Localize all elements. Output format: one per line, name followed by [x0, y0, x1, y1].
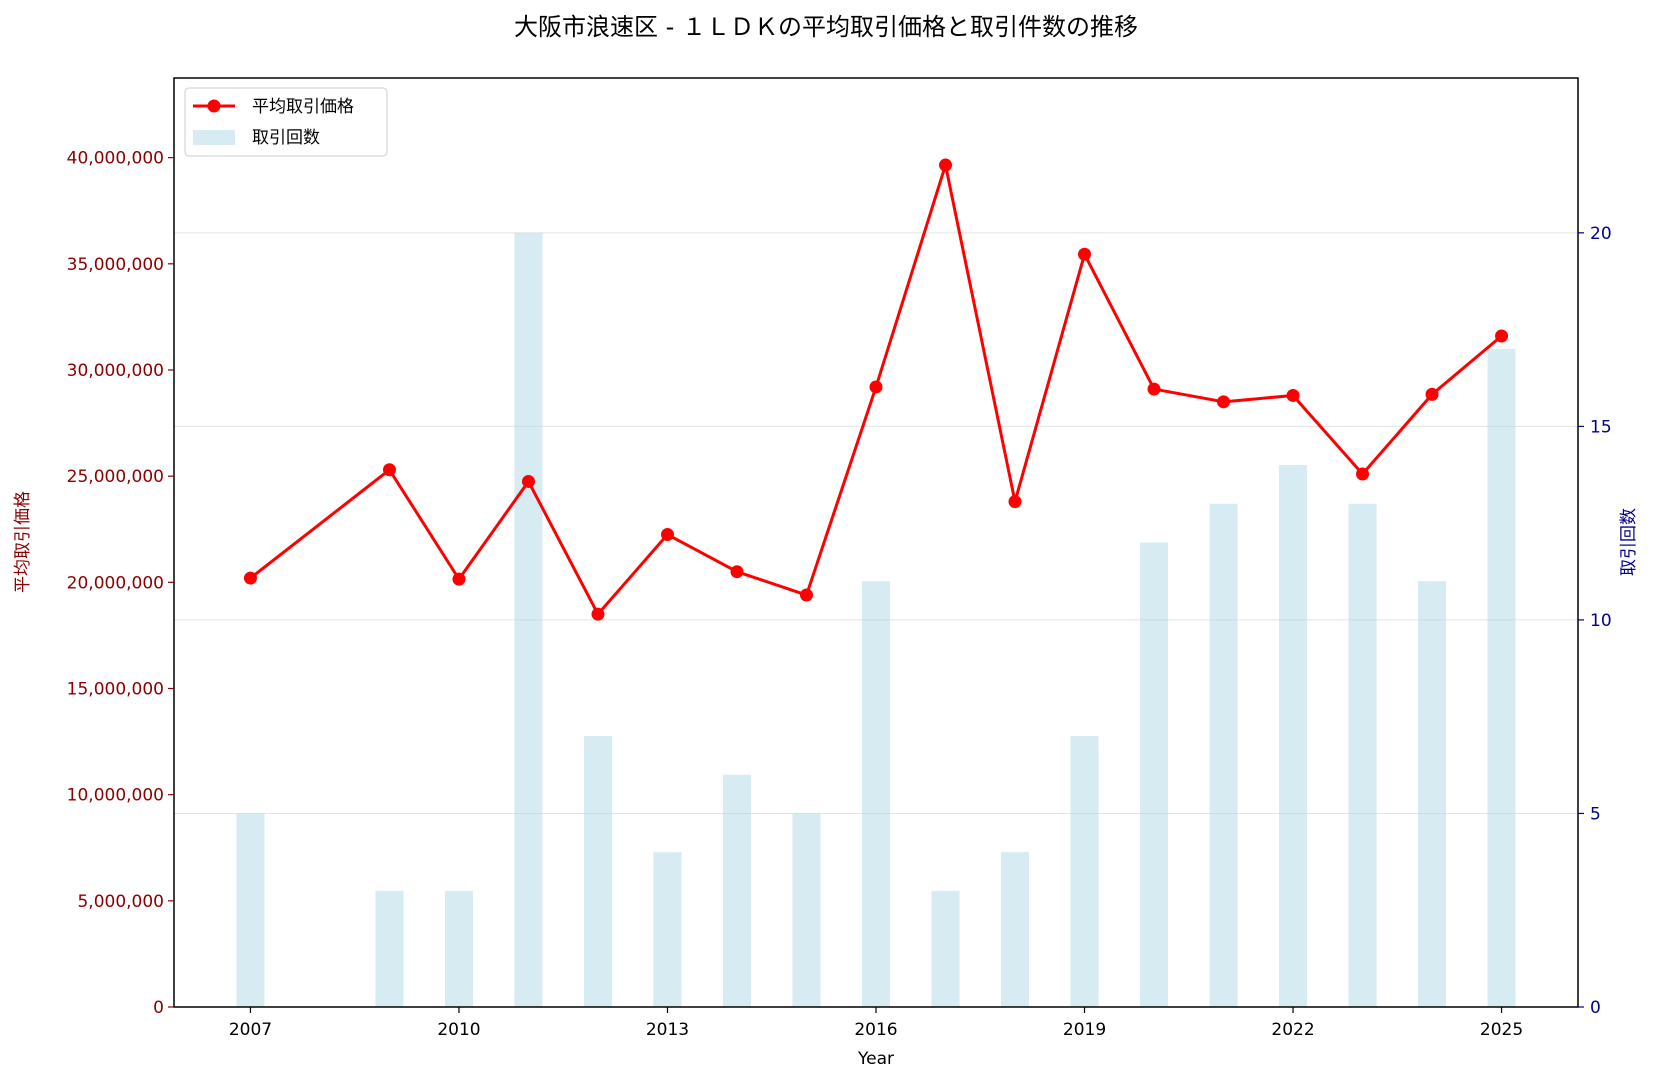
point-average-price-2011	[521, 474, 535, 488]
chart-title: 大阪市浪速区 - １ＬＤＫの平均取引価格と取引件数の推移	[514, 13, 1138, 41]
tick-label-x: 2025	[1480, 1020, 1523, 1040]
tick-label-right: 0	[1590, 998, 1601, 1018]
right-y-axis-label: 取引回数	[1619, 508, 1639, 576]
legend-marker-swatch	[207, 99, 221, 113]
bar-transactions-2023	[1348, 503, 1377, 1007]
bar-transactions-2025	[1487, 348, 1516, 1007]
tick-label-right: 20	[1590, 224, 1612, 244]
bar-transactions-2012	[583, 736, 612, 1007]
legend-box	[184, 87, 388, 157]
right-y-axis: 0 5 10 15 20	[1578, 224, 1612, 1018]
bar-series-transactions	[236, 232, 1516, 1008]
left-y-axis-label: 平均取引価格	[13, 491, 33, 593]
legend-label-average-price: 平均取引価格	[252, 97, 354, 117]
bar-transactions-2010	[444, 890, 473, 1007]
point-average-price-2018	[1008, 495, 1022, 509]
tick-label-left: 40,000,000	[67, 149, 164, 169]
bar-transactions-2021	[1209, 503, 1238, 1007]
legend-bar-swatch	[193, 130, 235, 145]
point-average-price-2017	[939, 158, 953, 172]
point-average-price-2023	[1356, 467, 1370, 481]
left-y-axis: 0 5,000,000 10,000,000 15,000,000 20,000,000…	[67, 149, 174, 1018]
bar-transactions-2009	[375, 890, 404, 1007]
line-average-price	[249, 163, 1503, 616]
tick-label-left: 10,000,000	[67, 786, 164, 806]
tick-label-left: 35,000,000	[67, 255, 164, 275]
point-average-price-2007	[243, 571, 257, 585]
bar-transactions-2022	[1279, 465, 1308, 1007]
bar-transactions-2013	[653, 852, 682, 1007]
tick-label-left: 20,000,000	[67, 573, 164, 593]
tick-label-x: 2016	[854, 1020, 897, 1040]
tick-label-x: 2007	[229, 1020, 272, 1040]
point-average-price-2014	[730, 565, 744, 579]
point-average-price-2010	[452, 572, 466, 586]
line-series-average-price	[243, 158, 1509, 621]
point-average-price-2021	[1217, 395, 1231, 409]
tick-label-x: 2013	[646, 1020, 689, 1040]
tick-label-x: 2022	[1271, 1020, 1314, 1040]
legend-label-transactions: 取引回数	[252, 128, 320, 148]
tick-label-x: 2010	[437, 1020, 480, 1040]
tick-label-right: 15	[1590, 417, 1612, 437]
point-average-price-2024	[1425, 387, 1439, 401]
bar-transactions-2015	[792, 813, 821, 1007]
bar-transactions-2024	[1418, 581, 1447, 1007]
bar-transactions-2017	[931, 890, 960, 1007]
point-average-price-2025	[1495, 329, 1509, 343]
tick-label-left: 30,000,000	[67, 361, 164, 381]
tick-label-right: 5	[1590, 804, 1601, 824]
point-average-price-2009	[382, 463, 396, 477]
x-axis-label: Year	[857, 1049, 894, 1069]
point-average-price-2020	[1147, 382, 1161, 396]
point-average-price-2022	[1286, 388, 1300, 402]
tick-label-right: 10	[1590, 611, 1612, 631]
tick-label-left: 25,000,000	[67, 467, 164, 487]
point-average-price-2013	[660, 528, 674, 542]
bar-transactions-2018	[1001, 852, 1030, 1007]
bar-transactions-2019	[1070, 736, 1099, 1007]
tick-label-left: 5,000,000	[77, 892, 164, 912]
bar-transactions-2014	[722, 774, 751, 1007]
legend: 平均取引価格 取引回数	[184, 87, 388, 157]
point-average-price-2016	[869, 380, 883, 394]
bar-transactions-2016	[862, 581, 890, 1007]
point-average-price-2012	[591, 607, 605, 621]
tick-label-left: 0	[153, 998, 164, 1018]
bar-transactions-2007	[236, 813, 265, 1007]
point-average-price-2015	[799, 588, 813, 602]
x-axis: 2007 2010 2013 2016 2019 2022 2025	[229, 1007, 1523, 1040]
tick-label-left: 15,000,000	[67, 679, 164, 699]
bar-transactions-2020	[1140, 542, 1169, 1007]
tick-label-x: 2019	[1063, 1020, 1106, 1040]
point-average-price-2019	[1078, 247, 1092, 261]
bar-transactions-2011	[514, 232, 543, 1008]
